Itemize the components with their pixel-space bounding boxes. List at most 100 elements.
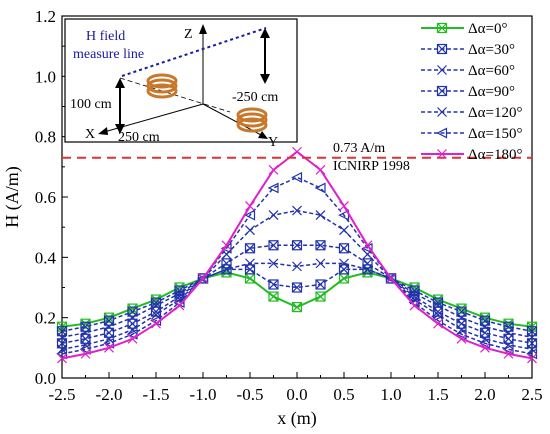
- y-tick-label: 1.2: [35, 7, 56, 26]
- inset-label-y: Y: [268, 135, 278, 150]
- data-point: [198, 273, 208, 284]
- data-point: [268, 291, 279, 302]
- legend-label: Δα=150°: [468, 126, 522, 142]
- data-point: [268, 240, 279, 251]
- data-point: [268, 279, 279, 290]
- x-axis-title: x (m): [277, 408, 317, 429]
- data-point: [456, 324, 467, 335]
- data-point: [245, 258, 255, 269]
- data-point: [291, 171, 303, 183]
- coil-turn: [236, 112, 268, 128]
- y-tick-label: 0.6: [35, 188, 56, 207]
- inset-coil-right: [236, 107, 268, 133]
- data-point: [174, 300, 185, 311]
- data-point: [456, 333, 467, 344]
- reference-standard-label: ICNIRP 1998: [333, 159, 410, 174]
- x-tick-label: -1.5: [143, 385, 170, 404]
- legend-label: Δα=90°: [468, 84, 515, 100]
- data-point: [245, 225, 255, 236]
- data-point: [221, 258, 232, 269]
- data-point: [362, 240, 373, 251]
- data-point: [245, 201, 255, 211]
- data-point: [127, 324, 138, 335]
- inset-title-line2: measure line: [73, 47, 144, 62]
- series-5: [56, 171, 538, 360]
- inset-dim-x: 250 cm: [118, 130, 160, 145]
- legend-item: Δα=150°: [421, 126, 522, 142]
- data-point: [315, 291, 326, 302]
- legend-label: Δα=120°: [468, 105, 522, 121]
- data-point: [291, 240, 303, 251]
- y-tick-label: 0.8: [35, 128, 56, 147]
- coil-turn: [236, 107, 268, 123]
- data-point: [291, 302, 303, 313]
- inset-dim-arrowhead-left-bottom: [115, 124, 125, 134]
- legend-item: Δα=0°: [421, 21, 507, 37]
- inset-diagram: H field measure line Z X Y 100 cm 250 cm…: [64, 18, 298, 150]
- inset-label-z: Z: [184, 27, 193, 42]
- data-point: [315, 164, 326, 175]
- x-tick-label: -2.5: [49, 385, 76, 404]
- inset-coil-left: [146, 73, 178, 99]
- legend-label: Δα=0°: [468, 21, 507, 37]
- data-point: [103, 337, 115, 349]
- data-point: [362, 258, 373, 269]
- series-layer: [56, 146, 538, 364]
- data-point: [409, 291, 420, 302]
- data-point: [80, 348, 91, 359]
- data-point: [314, 182, 326, 194]
- inset-measure-line: [121, 27, 267, 77]
- data-point: [56, 348, 68, 360]
- inset-axis-x-arrow: [98, 127, 108, 135]
- data-point: [480, 333, 490, 344]
- y-tick-label: 0.4: [35, 248, 57, 267]
- legend-label: Δα=180°: [468, 147, 522, 163]
- data-point: [479, 337, 491, 349]
- coil-turn: [146, 73, 178, 89]
- data-point: [79, 343, 91, 355]
- legend-label: Δα=30°: [468, 42, 515, 58]
- data-point: [339, 201, 349, 211]
- data-point: [244, 209, 256, 221]
- data-point: [197, 272, 209, 284]
- data-point: [526, 348, 538, 360]
- x-tick-label: 2.0: [474, 385, 495, 404]
- x-tick-label: -1.0: [190, 385, 217, 404]
- data-point: [174, 291, 185, 302]
- inset-title-line1: H field: [86, 29, 125, 44]
- legend-item: Δα=120°: [421, 105, 522, 121]
- data-point: [339, 258, 349, 269]
- inset-dim-arrowhead-right-bottom: [260, 74, 270, 84]
- inset-axis-y-arrow: [258, 131, 268, 139]
- x-tick-label: -0.5: [237, 385, 264, 404]
- data-point: [268, 258, 279, 269]
- data-point: [315, 279, 326, 290]
- data-point: [292, 205, 302, 216]
- inset-dim-arrowhead-left-top: [115, 78, 125, 88]
- inset-dim-arrowhead-right-top: [260, 28, 270, 38]
- y-tick-label: 0.0: [35, 369, 56, 388]
- data-point: [57, 344, 67, 355]
- x-tick-label: 0.0: [286, 385, 307, 404]
- data-point: [527, 353, 537, 364]
- data-point: [339, 225, 349, 236]
- data-point: [432, 306, 444, 317]
- x-tick-label: 1.5: [427, 385, 448, 404]
- coil-turn: [236, 117, 268, 133]
- data-point: [291, 282, 303, 293]
- data-point: [480, 342, 490, 353]
- x-tick-label: 2.5: [521, 385, 542, 404]
- data-point: [268, 210, 279, 221]
- y-axis-title: H (A/m): [2, 166, 23, 228]
- data-point: [267, 182, 279, 194]
- data-point: [455, 328, 467, 340]
- series-line: [61, 268, 533, 332]
- legend: Δα=0° Δα=30° Δα=60° Δα=90° Δα=120° Δα=150° Δα=…: [421, 21, 522, 163]
- data-point: [57, 353, 67, 364]
- legend-item: Δα=60°: [421, 63, 515, 79]
- data-point: [503, 348, 514, 359]
- data-point: [315, 258, 326, 269]
- y-tick-label: 1.0: [35, 67, 56, 86]
- data-point: [338, 243, 350, 254]
